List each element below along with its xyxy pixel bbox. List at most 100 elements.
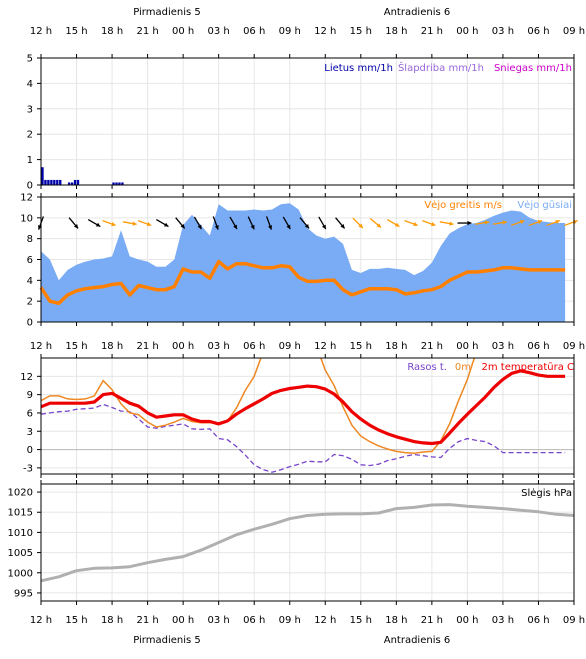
y-tick-label: 9 [27,390,33,401]
wind-arrow [475,220,490,225]
hour-tick-label: 06 h [243,615,265,626]
hour-tick-label: 00 h [172,341,194,352]
wind-arrow [299,217,310,229]
hour-tick-label: 18 h [101,615,123,626]
hour-tick-label: 06 h [243,341,265,352]
wind-arrow [546,219,561,227]
hour-tick-label: 18 h [101,26,123,37]
wind-arrow [122,221,137,226]
hour-tick-label: 15 h [350,26,372,37]
rain-bar [50,179,53,185]
y-tick-label: 0 [27,445,33,456]
hour-tick-label: 03 h [208,615,230,626]
rain-bar [70,182,74,185]
y-tick-label: 12 [20,193,33,204]
wind-arrow-head [180,223,185,229]
hour-tick-label: 12 h [30,26,52,37]
temp-0m-line [41,358,476,454]
y-tick-label: 1010 [8,528,33,539]
y-tick-label: -3 [23,463,33,474]
y-tick-label: 1000 [8,568,33,579]
wind-arrow [87,218,101,228]
rain-bar [59,179,62,185]
hour-tick-label: 06 h [527,26,549,37]
hour-tick-label: 21 h [421,26,443,37]
wind-arrow-head [394,222,400,227]
wind-arrow [137,220,152,227]
wind-arrow-head [268,225,273,230]
pressure-line [40,503,575,583]
hour-tick-label: 18 h [385,341,407,352]
hour-tick-label: 03 h [492,341,514,352]
wind-arrow [369,218,382,229]
y-tick-label: 2 [27,297,33,308]
wind-arrow [564,219,578,227]
wind-arrow [156,218,169,228]
legend-temp-2m: 2m temperatūra C [482,362,575,373]
wind-arrow [175,217,186,229]
wind-arrow-head [484,220,490,225]
rain-bar [121,182,124,185]
rain-bar [67,182,71,185]
wind-speed-line [39,259,566,306]
wind-arrow [404,220,418,227]
wind-arrow-head [502,220,507,225]
bottom-hour-axis: 12 h 15 h 18 h 21 h 00 h 03 h 06 h 09 h 12 h 15 h… [30,615,585,626]
wind-arrow [212,216,219,230]
wind-arrow [386,218,400,228]
gust-area [41,203,566,322]
wind-arrow [422,220,436,227]
rain-bar [112,182,115,185]
wind-arrow-head [73,223,79,229]
hour-tick-label: 12 h [314,26,336,37]
rain-bar [44,179,47,185]
wind-arrow [266,216,273,230]
wind-arrow-head [197,224,202,230]
hour-tick-label: 00 h [456,341,478,352]
hour-tick-label: 09 h [563,341,585,352]
wind-arrow [102,220,116,227]
hour-tick-label: 21 h [136,26,158,37]
y-tick-label: 4 [27,79,33,90]
y-tick-label: 5 [27,54,33,65]
precipitation-panel: 0 1 2 3 4 5 [27,54,575,192]
wind-arrow-head [163,222,169,227]
wind-arrow-head [286,224,291,230]
wind-arrow [229,216,238,230]
hour-tick-label: 15 h [65,341,87,352]
wind-arrow-head [233,224,237,230]
y-tick-label: 1005 [8,548,33,559]
legends: Lietus mm/1h Šlapdriba mm/1h Sniegas mm/… [324,61,574,499]
hour-tick-label: 15 h [350,341,372,352]
wind-arrow-head [340,223,345,229]
wind-arrow [247,216,255,230]
hour-tick-label: 03 h [208,26,230,37]
wind-arrow [352,217,364,229]
wind-arrow-head [413,222,418,227]
wind-arrow-head [250,224,255,230]
y-tick-label: 1015 [8,508,33,519]
wind-arrow-head [95,222,101,227]
wind-arrow-head [431,222,436,227]
hour-tick-label: 03 h [492,615,514,626]
y-tick-label: 6 [27,408,33,419]
hour-tick-label: 18 h [385,26,407,37]
rain-bar [47,179,50,185]
wind-arrow-head [519,219,525,225]
legend-snow: Sniegas mm/1h [494,63,572,74]
y-tick-label: 6 [27,255,33,266]
hour-tick-label: 06 h [527,615,549,626]
y-tick-label: 1020 [8,488,33,499]
temperature-panel: -3 0 3 6 9 12 [20,354,575,478]
y-tick-label: 0 [27,181,33,192]
wind-arrow-head [111,222,116,227]
hour-tick-label: 15 h [65,615,87,626]
wind-panel: 0 2 4 6 8 10 12 [20,193,578,329]
wind-arrow-head [537,219,543,225]
hour-tick-label: 12 h [30,615,52,626]
hour-tick-label: 09 h [279,26,301,37]
legend-sleet: Šlapdriba mm/1h [398,61,484,74]
legend-dew-point: Rasos t. [407,362,447,373]
hour-tick-label: 09 h [563,615,585,626]
hour-tick-label: 09 h [279,615,301,626]
